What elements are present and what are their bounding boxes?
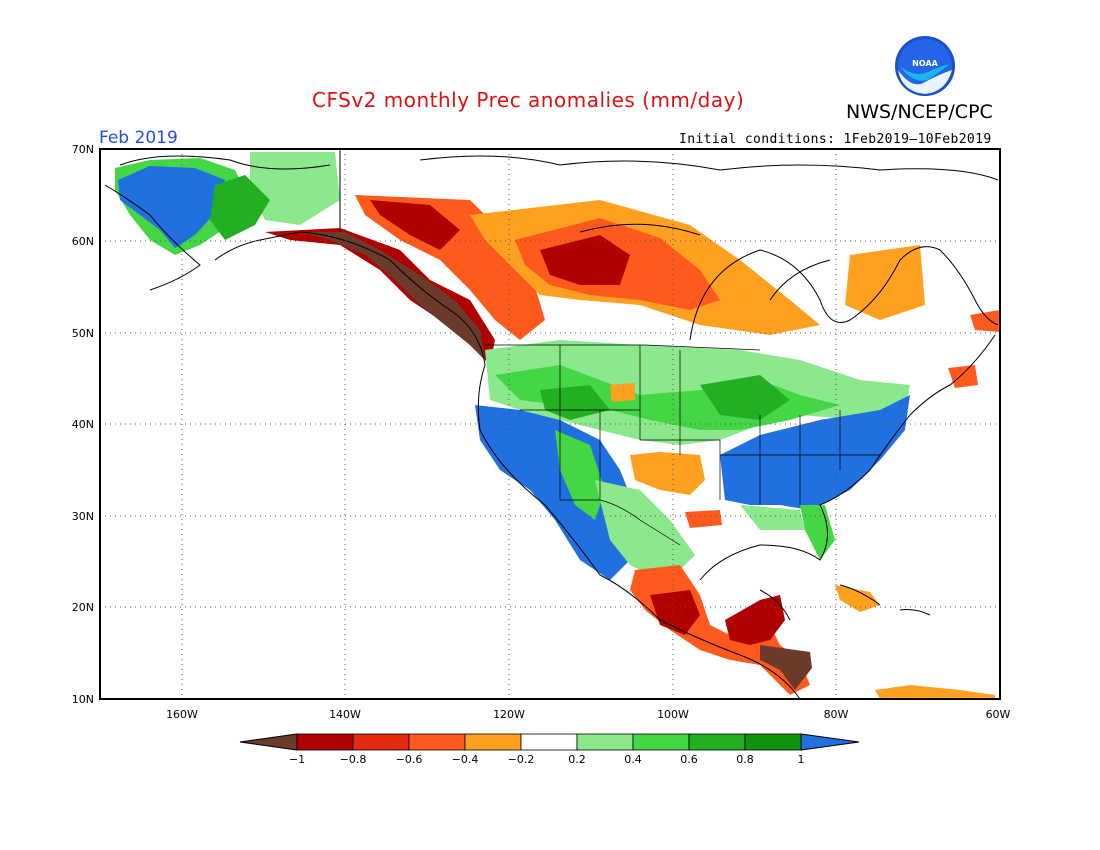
lat-label-20n: 20N: [72, 601, 94, 614]
map-frame: [99, 148, 1001, 700]
legend-label: 0.8: [736, 753, 754, 766]
map-title: CFSv2 monthly Prec anomalies (mm/day): [312, 88, 745, 112]
legend-swatch: [352, 733, 410, 751]
logo-text: NOAA: [912, 59, 938, 68]
legend-swatch: [744, 733, 802, 751]
legend-label: 1: [798, 753, 805, 766]
lon-axis: 160W 140W 120W 100W 80W 60W: [166, 708, 1010, 721]
legend-label: −0.4: [452, 753, 479, 766]
legend-arrow-left: [239, 733, 298, 751]
legend-swatch: [296, 733, 354, 751]
lat-label-70n: 70N: [72, 143, 94, 156]
lon-label-160w: 160W: [166, 708, 198, 721]
legend-label: 0.6: [680, 753, 698, 766]
legend-label: −0.2: [508, 753, 535, 766]
agency-label: NWS/NCEP/CPC: [846, 101, 993, 123]
noaa-logo-icon: NOAA: [895, 36, 955, 96]
legend-label: −0.8: [340, 753, 367, 766]
lat-label-60n: 60N: [72, 235, 94, 248]
coastlines: [104, 150, 999, 700]
legend-swatch: [576, 733, 634, 751]
legend-label: 0.4: [624, 753, 642, 766]
legend-swatch: [688, 733, 746, 751]
lon-label-140w: 140W: [329, 708, 361, 721]
anomaly-fields: [115, 152, 1000, 699]
political-borders: [485, 344, 880, 546]
legend-swatch: [408, 733, 466, 751]
legend-label: −1: [289, 753, 305, 766]
gridlines: [100, 149, 1000, 699]
legend-swatch: [520, 733, 578, 751]
legend-label: 0.2: [568, 753, 586, 766]
initial-conditions: Initial conditions: 1Feb2019–10Feb2019: [679, 132, 992, 147]
legend-swatch: [632, 733, 690, 751]
lon-label-120w: 120W: [493, 708, 525, 721]
lon-label-60w: 60W: [986, 708, 1011, 721]
legend-swatch: [464, 733, 522, 751]
color-legend: −1 −0.8 −0.6 −0.4 −0.2 0.2 0.4 0.6 0.8 1: [239, 733, 860, 766]
lat-label-30n: 30N: [72, 510, 94, 523]
lat-label-40n: 40N: [72, 418, 94, 431]
legend-arrow-right: [800, 733, 860, 751]
lat-label-10n: 10N: [72, 693, 94, 706]
lat-axis: 70N 60N 50N 40N 30N 20N 10N: [72, 143, 94, 706]
lon-label-80w: 80W: [824, 708, 849, 721]
legend-label: −0.6: [396, 753, 423, 766]
forecast-month: Feb 2019: [99, 128, 178, 148]
lat-label-50n: 50N: [72, 327, 94, 340]
lon-label-100w: 100W: [657, 708, 689, 721]
